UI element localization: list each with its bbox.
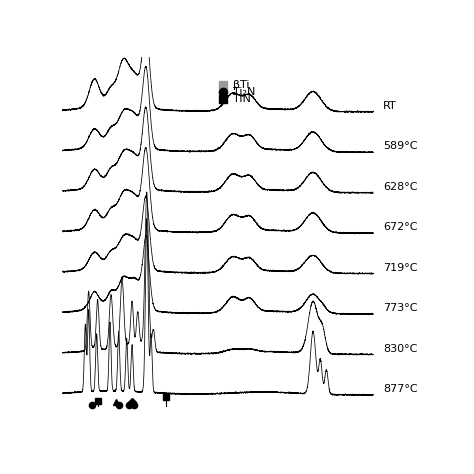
Text: 672°C: 672°C: [383, 222, 418, 232]
Text: 589°C: 589°C: [383, 141, 418, 151]
Text: RT: RT: [383, 101, 397, 111]
Text: Ti₂N: Ti₂N: [233, 87, 255, 97]
Text: 628°C: 628°C: [383, 182, 418, 192]
Text: βTi: βTi: [233, 80, 249, 90]
Text: TiN: TiN: [233, 94, 251, 104]
Text: 830°C: 830°C: [383, 344, 418, 354]
Text: 719°C: 719°C: [383, 263, 418, 273]
Text: 877°C: 877°C: [383, 384, 418, 394]
Text: 773°C: 773°C: [383, 303, 418, 313]
